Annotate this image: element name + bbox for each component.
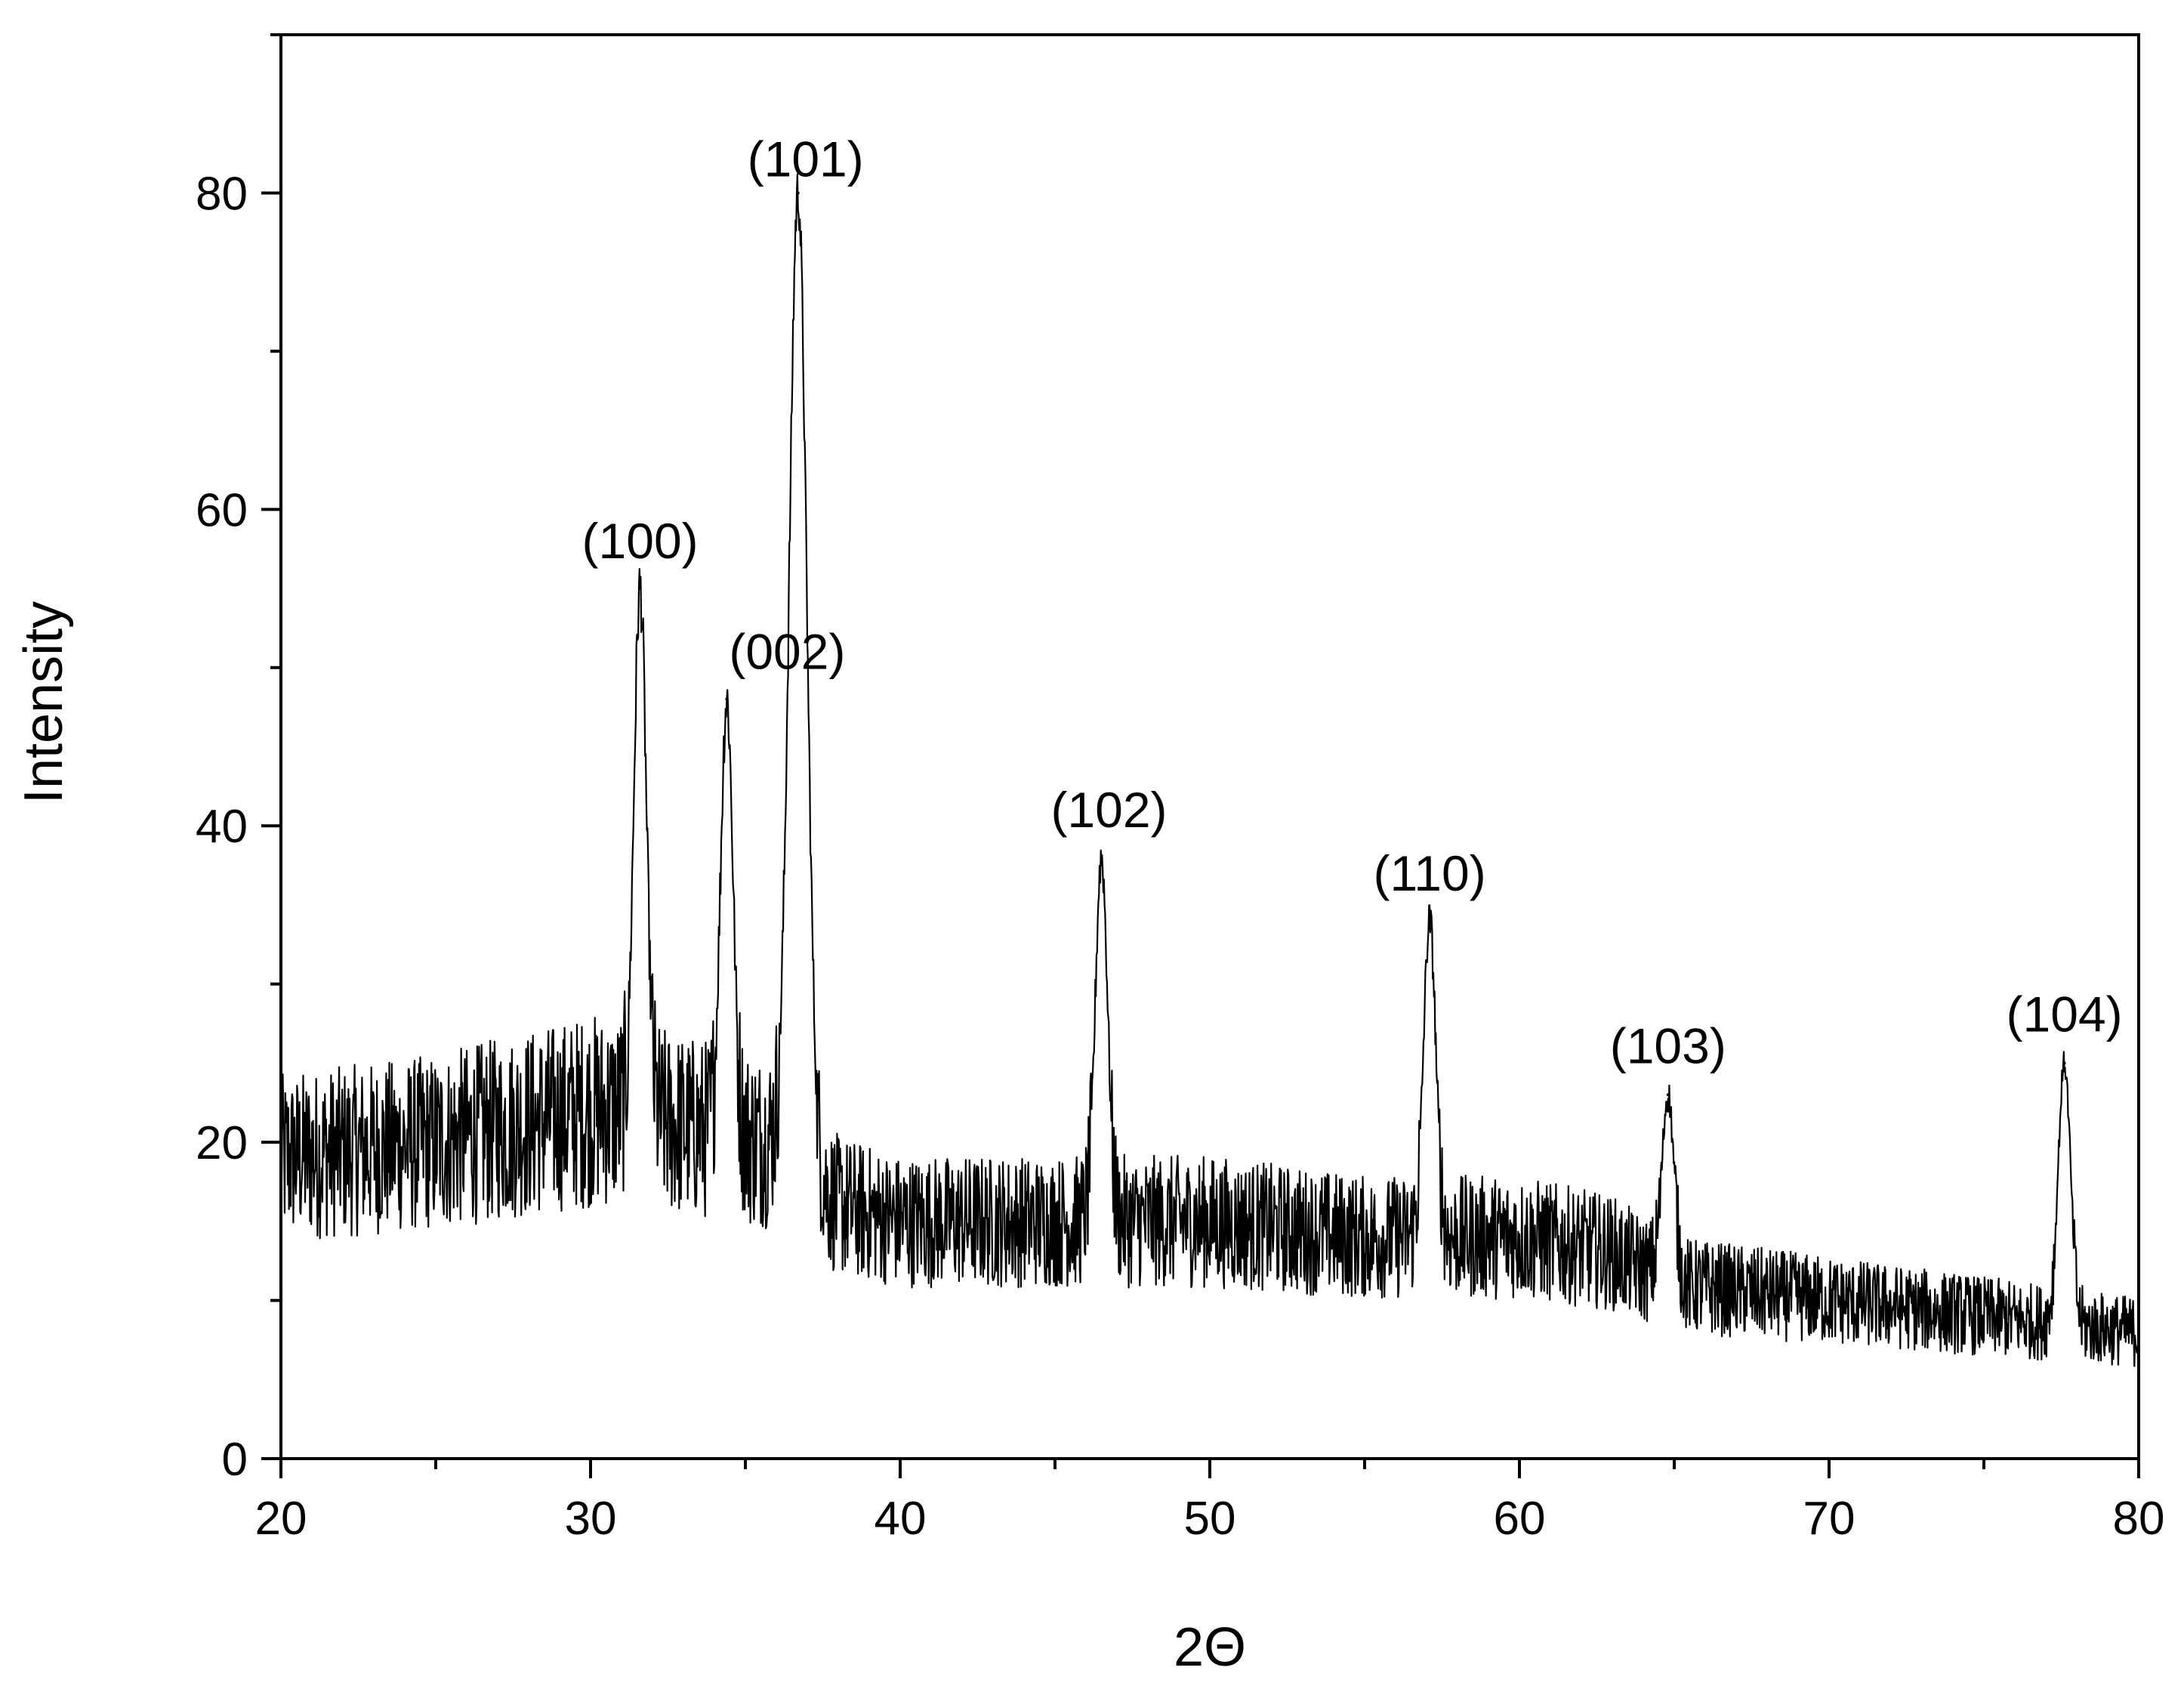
peak-point [638,587,642,591]
y-axis: 0 20 40 60 80 [196,33,281,1486]
x-tick-label: 80 [2113,1493,2165,1545]
x-tick-label: 40 [875,1493,927,1545]
peak-point [1666,1093,1670,1097]
x-tick-label: 30 [565,1493,617,1545]
y-axis-title: Intensity [14,601,74,804]
x-axis: 20 30 40 50 60 70 80 [255,1459,2165,1545]
plot-area [279,33,2140,1460]
x-tick-label: 20 [255,1493,307,1545]
peak-point [1428,919,1432,922]
series-group [279,173,2140,1367]
peak-label: (002) [729,624,845,680]
peak-label: (101) [748,131,864,187]
peak-point [1100,856,1103,860]
y-tick-label: 80 [196,168,248,220]
x-tick-label: 70 [1803,1493,1855,1545]
y-tick-label: 60 [196,484,248,536]
peak-point [725,697,729,701]
peak-point [2062,1061,2066,1065]
x-tick-label: 60 [1494,1493,1546,1545]
peak-label: (102) [1050,782,1167,838]
xrd-series-line [279,173,2140,1367]
peak-label: (103) [1610,1018,1726,1073]
y-tick-label: 0 [222,1434,248,1486]
peak-labels: (100) (002) (101) (102) (110) (103) (104) [582,131,2123,1097]
peak-label: (100) [582,513,699,569]
peak-point [796,191,800,195]
y-tick-label: 40 [196,801,248,853]
peak-label: (110) [1374,845,1486,901]
x-tick-label: 50 [1184,1493,1236,1545]
y-tick-label: 20 [196,1117,248,1169]
peak-label: (104) [2007,986,2123,1042]
x-axis-title: 2Θ [1174,1617,1246,1678]
